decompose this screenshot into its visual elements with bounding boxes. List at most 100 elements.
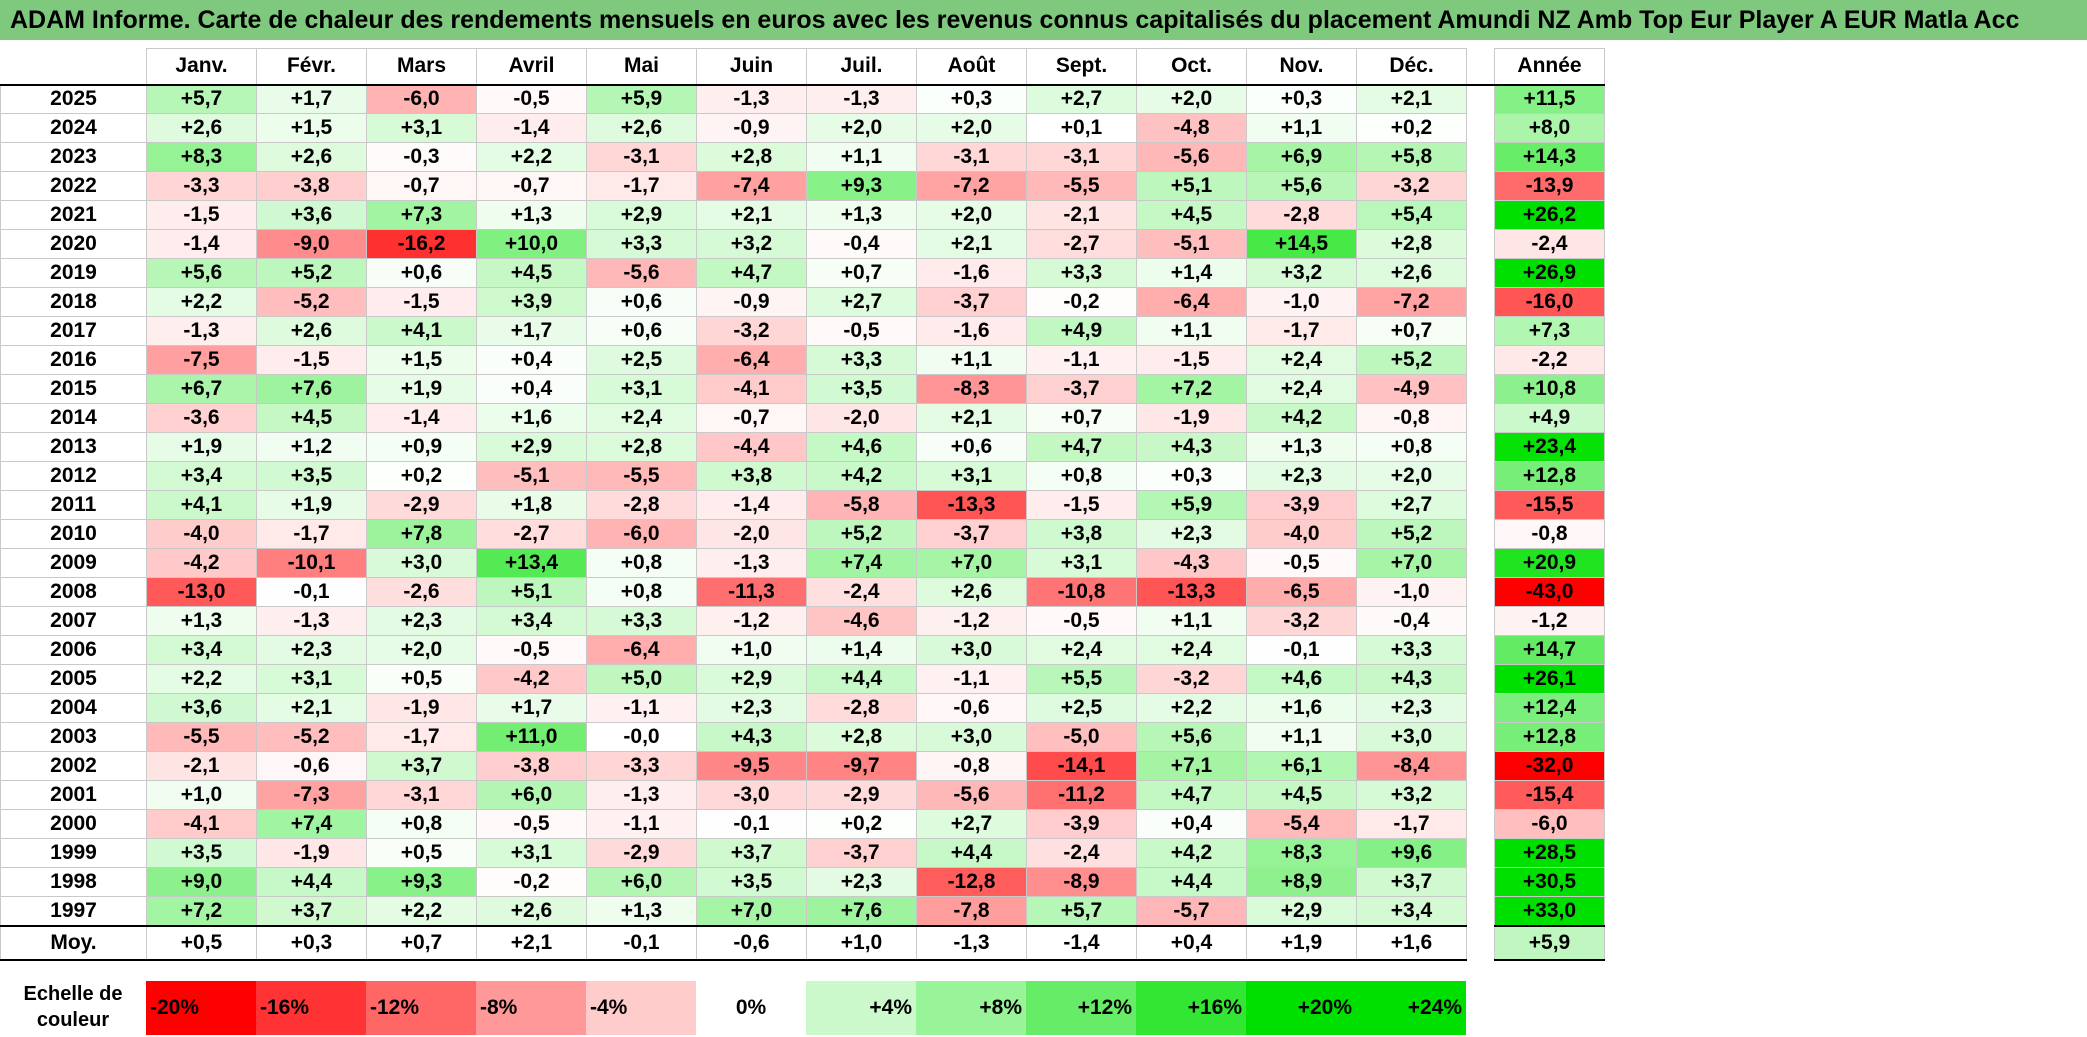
column-gap xyxy=(1466,867,1495,897)
month-cell: +0,2 xyxy=(806,809,917,839)
month-cell: +4,3 xyxy=(1356,664,1467,694)
month-cell: +1,7 xyxy=(256,84,367,114)
month-cell: -4,2 xyxy=(146,548,257,578)
month-cell: +0,1 xyxy=(1026,113,1137,143)
month-cell: +4,4 xyxy=(1136,867,1247,897)
month-cell: +4,5 xyxy=(1246,780,1357,810)
month-cell: -3,7 xyxy=(916,287,1027,317)
column-gap xyxy=(1466,664,1495,694)
month-cell: -3,9 xyxy=(1026,809,1137,839)
month-cell: -1,4 xyxy=(366,403,477,433)
month-header: Mars xyxy=(366,48,477,86)
month-cell: -0,5 xyxy=(476,84,587,114)
month-cell: -7,5 xyxy=(146,345,257,375)
month-cell: +4,2 xyxy=(806,461,917,491)
year-label: 2000 xyxy=(0,809,147,839)
year-label: 2002 xyxy=(0,751,147,781)
month-cell: +2,2 xyxy=(146,287,257,317)
month-cell: -5,5 xyxy=(586,461,697,491)
month-cell: +2,8 xyxy=(696,142,807,172)
column-gap xyxy=(1466,84,1495,114)
month-cell: -2,7 xyxy=(1026,229,1137,259)
year-label: 2019 xyxy=(0,258,147,288)
column-gap xyxy=(1466,548,1495,578)
month-cell: +3,4 xyxy=(146,461,257,491)
column-gap xyxy=(1466,809,1495,839)
month-cell: +2,1 xyxy=(916,229,1027,259)
year-label: 2020 xyxy=(0,229,147,259)
table-row: 2010 -4,0 -1,7 +7,8 -2,7 -6,0 -2,0 +5,2 -3,7 +3,8… xyxy=(0,519,1605,549)
month-cell: +6,0 xyxy=(476,780,587,810)
year-label: 2024 xyxy=(0,113,147,143)
column-gap xyxy=(1466,258,1495,288)
month-cell: +1,3 xyxy=(586,896,697,926)
month-cell: +6,7 xyxy=(146,374,257,404)
year-label: 1997 xyxy=(0,896,147,926)
column-gap xyxy=(1466,200,1495,230)
annual-cell: +12,8 xyxy=(1494,722,1605,752)
month-cell: -0,5 xyxy=(806,316,917,346)
month-header: Juin xyxy=(696,48,807,86)
month-cell: +4,2 xyxy=(1136,838,1247,868)
month-cell: -3,2 xyxy=(1356,171,1467,201)
year-label: 2013 xyxy=(0,432,147,462)
month-cell: +0,5 xyxy=(366,838,477,868)
table-row: 2021 -1,5 +3,6 +7,3 +1,3 +2,9 +2,1 +1,3 +2,0 -2,1… xyxy=(0,200,1605,230)
color-scale-step: -16% xyxy=(256,981,366,1035)
year-label: 1998 xyxy=(0,867,147,897)
month-header: Nov. xyxy=(1246,48,1357,86)
year-label: 2009 xyxy=(0,548,147,578)
month-cell: -10,1 xyxy=(256,548,367,578)
month-cell: +2,8 xyxy=(586,432,697,462)
month-cell: +2,4 xyxy=(1136,635,1247,665)
month-cell: +1,6 xyxy=(1246,693,1357,723)
month-cell: -6,5 xyxy=(1246,577,1357,607)
month-cell: +0,8 xyxy=(1026,461,1137,491)
month-cell: -8,3 xyxy=(916,374,1027,404)
annual-cell: -32,0 xyxy=(1494,751,1605,781)
month-cell: -0,4 xyxy=(806,229,917,259)
month-cell: +4,3 xyxy=(1136,432,1247,462)
year-label: 1999 xyxy=(0,838,147,868)
month-cell: -2,8 xyxy=(806,693,917,723)
month-cell: +2,6 xyxy=(916,577,1027,607)
month-cell: -2,6 xyxy=(366,577,477,607)
column-gap xyxy=(1466,490,1495,520)
average-cell: +1,9 xyxy=(1246,924,1357,961)
month-cell: -4,2 xyxy=(476,664,587,694)
month-cell: -5,5 xyxy=(146,722,257,752)
month-cell: -5,4 xyxy=(1246,809,1357,839)
annual-cell: -6,0 xyxy=(1494,809,1605,839)
month-cell: +2,6 xyxy=(476,896,587,926)
month-cell: +5,2 xyxy=(1356,345,1467,375)
month-cell: +2,2 xyxy=(476,142,587,172)
month-cell: -13,3 xyxy=(1136,577,1247,607)
month-cell: -2,9 xyxy=(586,838,697,868)
month-cell: +8,3 xyxy=(146,142,257,172)
column-gap xyxy=(1466,287,1495,317)
month-cell: +3,2 xyxy=(696,229,807,259)
table-row: 2013 +1,9 +1,2 +0,9 +2,9 +2,8 -4,4 +4,6 +0,6 +4,7… xyxy=(0,432,1605,462)
month-cell: +2,3 xyxy=(696,693,807,723)
month-cell: +7,1 xyxy=(1136,751,1247,781)
month-cell: +2,2 xyxy=(366,896,477,926)
table-row: 2008 -13,0 -0,1 -2,6 +5,1 +0,8 -11,3 -2,4 +2,6 -1… xyxy=(0,577,1605,607)
month-cell: -3,1 xyxy=(366,780,477,810)
table-row: 2009 -4,2 -10,1 +3,0 +13,4 +0,8 -1,3 +7,4 +7,0 +3… xyxy=(0,548,1605,578)
month-cell: +2,9 xyxy=(696,664,807,694)
month-cell: +1,3 xyxy=(476,200,587,230)
month-cell: -5,1 xyxy=(1136,229,1247,259)
month-cell: +1,6 xyxy=(476,403,587,433)
month-cell: +5,7 xyxy=(146,84,257,114)
month-cell: +2,5 xyxy=(1026,693,1137,723)
annual-cell: +8,0 xyxy=(1494,113,1605,143)
month-cell: +4,2 xyxy=(1246,403,1357,433)
month-cell: +1,7 xyxy=(476,316,587,346)
annual-cell: -16,0 xyxy=(1494,287,1605,317)
month-cell: +5,0 xyxy=(586,664,697,694)
month-cell: +9,6 xyxy=(1356,838,1467,868)
month-cell: +0,4 xyxy=(1136,809,1247,839)
month-cell: +1,5 xyxy=(256,113,367,143)
annual-cell: +30,5 xyxy=(1494,867,1605,897)
month-cell: +3,5 xyxy=(696,867,807,897)
